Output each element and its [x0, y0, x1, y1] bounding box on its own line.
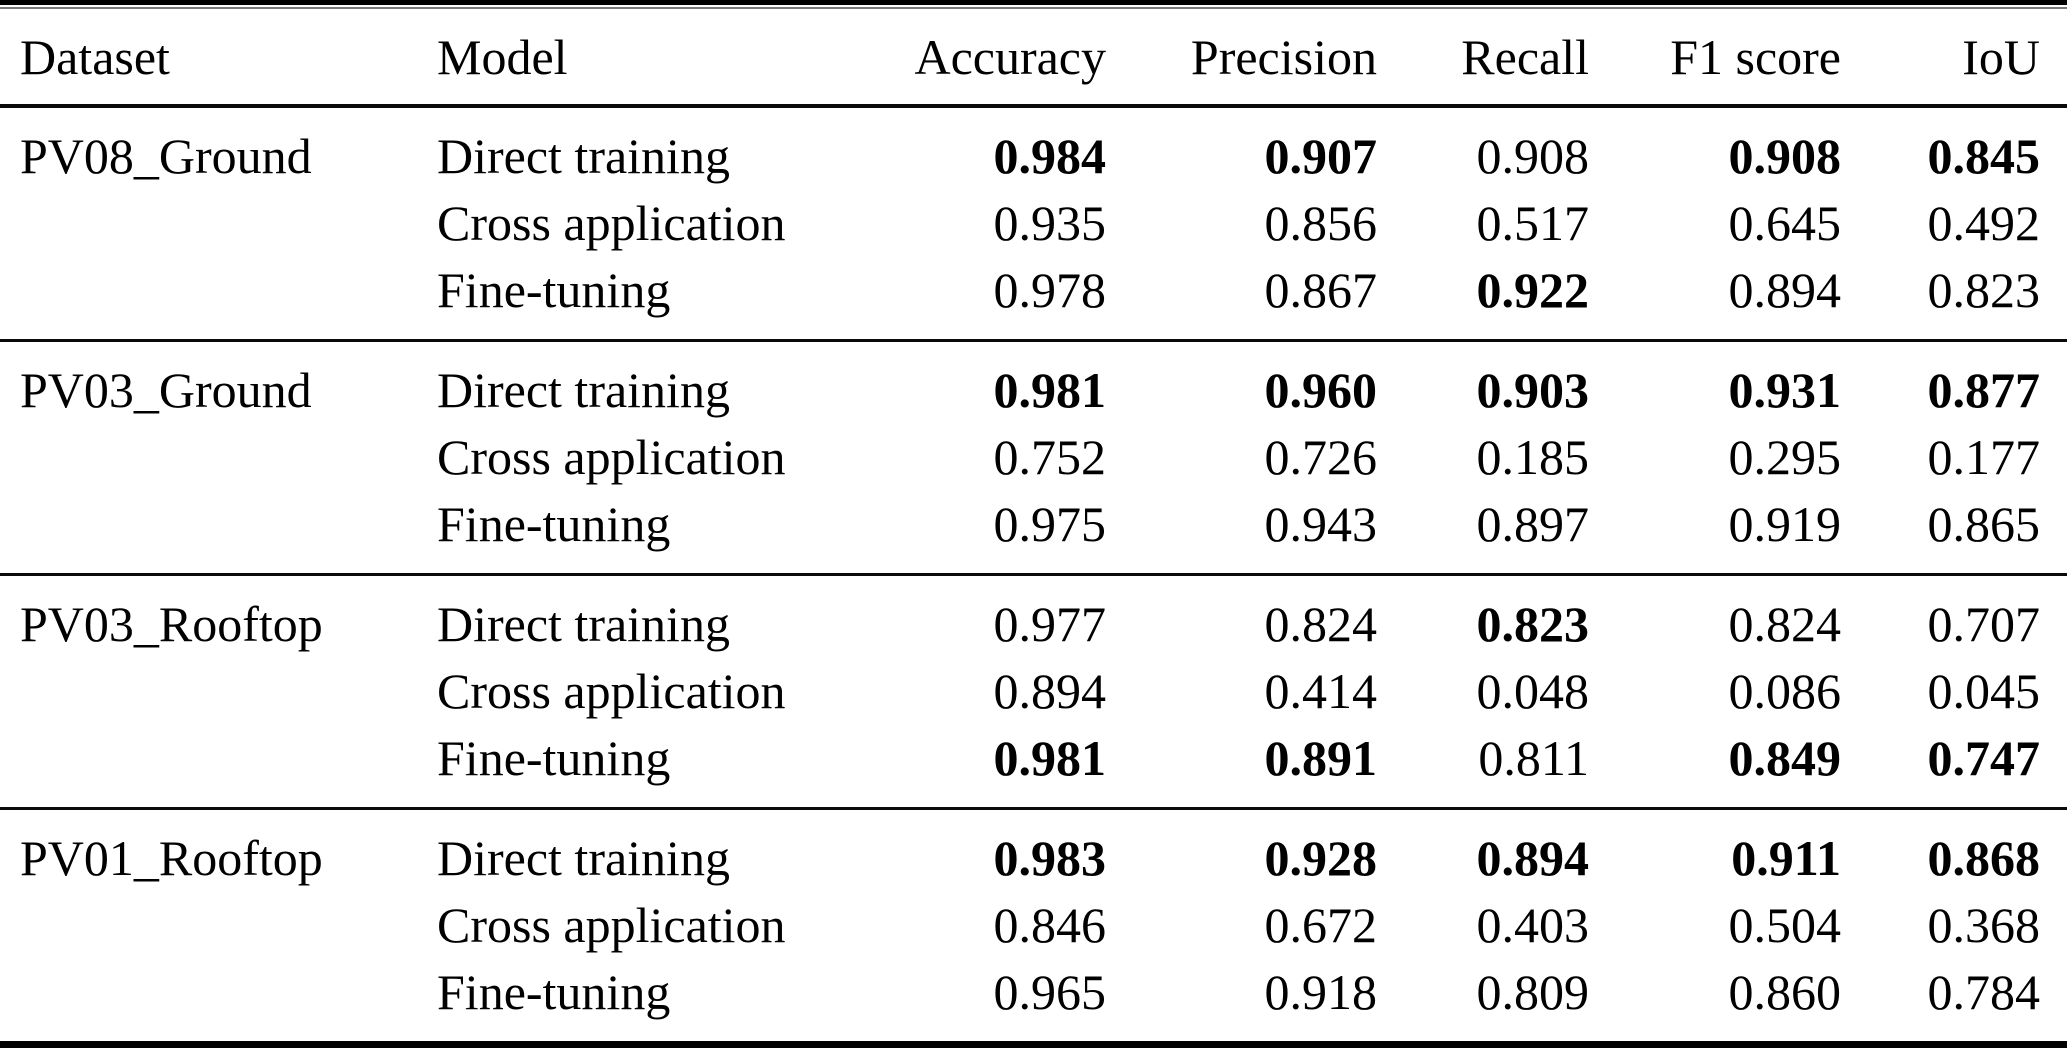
- metric-cell-precision: 0.726: [1264, 429, 1378, 485]
- metric-cell-recall: 0.823: [1476, 596, 1590, 652]
- metric-cell-precision: 0.672: [1264, 897, 1378, 953]
- model-cell: Cross application: [437, 195, 786, 251]
- metric-cell-f1-score: 0.295: [1728, 429, 1842, 485]
- model-cell: Fine-tuning: [437, 496, 671, 552]
- metric-cell-precision: 0.856: [1264, 195, 1378, 251]
- metric-cell-iou: 0.177: [1927, 429, 2041, 485]
- metric-cell-f1-score: 0.911: [1731, 830, 1841, 886]
- metric-cell-iou: 0.877: [1927, 362, 2041, 418]
- model-cell: Cross application: [437, 897, 786, 953]
- metric-cell-accuracy: 0.752: [993, 429, 1107, 485]
- model-cell: Direct training: [437, 128, 730, 184]
- metric-cell-precision: 0.907: [1264, 128, 1378, 184]
- section-separator-rule: [0, 339, 2067, 342]
- col-header-dataset: Dataset: [20, 28, 170, 85]
- metric-cell-accuracy: 0.978: [993, 262, 1107, 318]
- table-top-rule-thin: [0, 7, 2067, 9]
- metric-cell-iou: 0.823: [1927, 262, 2041, 318]
- metric-cell-recall: 0.897: [1476, 496, 1590, 552]
- metric-cell-recall: 0.811: [1478, 730, 1589, 786]
- model-cell: Fine-tuning: [437, 964, 671, 1020]
- metric-cell-precision: 0.867: [1264, 262, 1378, 318]
- metric-cell-f1-score: 0.919: [1728, 496, 1842, 552]
- col-header-iou: IoU: [1962, 28, 2040, 85]
- metric-cell-iou: 0.368: [1927, 897, 2041, 953]
- section-pv03-rooftop: PV03_Rooftop Direct training 0.977 0.824 0.8…: [0, 576, 2067, 807]
- col-header-model: Model: [437, 28, 568, 85]
- metric-cell-accuracy: 0.965: [993, 964, 1107, 1020]
- metric-cell-recall: 0.922: [1476, 262, 1590, 318]
- model-cell: Cross application: [437, 663, 786, 719]
- metric-cell-iou: 0.045: [1927, 663, 2041, 719]
- model-cell: Direct training: [437, 830, 730, 886]
- section-pv03-ground: PV03_Ground Direct training 0.981 0.960 0.90…: [0, 342, 2067, 573]
- table-bottom-rule: [0, 1041, 2067, 1048]
- metric-cell-accuracy: 0.846: [993, 897, 1107, 953]
- metric-cell-accuracy: 0.977: [993, 596, 1107, 652]
- col-header-f1-score: F1 score: [1670, 28, 1841, 85]
- metric-cell-recall: 0.903: [1476, 362, 1590, 418]
- metric-cell-recall: 0.517: [1476, 195, 1590, 251]
- section-separator-rule: [0, 807, 2067, 810]
- header-row: Dataset Model Accuracy Precision Recall F1 sc…: [0, 9, 2067, 104]
- metric-cell-f1-score: 0.504: [1728, 897, 1842, 953]
- model-cell: Fine-tuning: [437, 730, 671, 786]
- header-separator-rule: [0, 104, 2067, 108]
- metric-cell-precision: 0.943: [1264, 496, 1378, 552]
- dataset-cell: PV03_Rooftop: [20, 596, 323, 652]
- dataset-cell: PV03_Ground: [20, 362, 312, 418]
- metric-cell-f1-score: 0.645: [1728, 195, 1842, 251]
- metric-cell-f1-score: 0.860: [1728, 964, 1842, 1020]
- metric-cell-recall: 0.809: [1476, 964, 1590, 1020]
- metric-cell-f1-score: 0.086: [1728, 663, 1842, 719]
- metric-cell-iou: 0.707: [1927, 596, 2041, 652]
- metric-cell-f1-score: 0.894: [1728, 262, 1842, 318]
- metric-cell-iou: 0.784: [1927, 964, 2041, 1020]
- metric-cell-f1-score: 0.931: [1728, 362, 1842, 418]
- model-cell: Direct training: [437, 596, 730, 652]
- dataset-cell: PV01_Rooftop: [20, 830, 323, 886]
- metric-cell-accuracy: 0.981: [993, 730, 1107, 786]
- col-header-precision: Precision: [1190, 28, 1377, 85]
- metric-cell-accuracy: 0.984: [993, 128, 1107, 184]
- model-cell: Fine-tuning: [437, 262, 671, 318]
- metric-cell-iou: 0.865: [1927, 496, 2041, 552]
- metric-cell-recall: 0.185: [1476, 429, 1590, 485]
- model-cell: Direct training: [437, 362, 730, 418]
- metric-cell-accuracy: 0.894: [993, 663, 1107, 719]
- metric-cell-iou: 0.747: [1927, 730, 2041, 786]
- metric-cell-precision: 0.414: [1264, 663, 1378, 719]
- metric-cell-recall: 0.894: [1476, 830, 1590, 886]
- metric-cell-accuracy: 0.975: [993, 496, 1107, 552]
- table-top-rule-thick: [0, 0, 2067, 5]
- metric-cell-accuracy: 0.983: [993, 830, 1107, 886]
- metric-cell-recall: 0.403: [1476, 897, 1590, 953]
- model-cell: Cross application: [437, 429, 786, 485]
- metric-cell-precision: 0.824: [1264, 596, 1378, 652]
- section-separator-rule: [0, 573, 2067, 576]
- metric-cell-accuracy: 0.935: [993, 195, 1107, 251]
- metric-cell-precision: 0.960: [1264, 362, 1378, 418]
- section-pv01-rooftop: PV01_Rooftop Direct training 0.983 0.928 0.8…: [0, 810, 2067, 1041]
- metric-cell-accuracy: 0.981: [993, 362, 1107, 418]
- metric-cell-f1-score: 0.824: [1728, 596, 1842, 652]
- metric-cell-f1-score: 0.849: [1728, 730, 1842, 786]
- table-top-rule-gap: [0, 5, 2067, 7]
- metric-cell-f1-score: 0.908: [1728, 128, 1842, 184]
- metric-cell-precision: 0.928: [1264, 830, 1378, 886]
- metric-cell-iou: 0.868: [1927, 830, 2041, 886]
- section-pv08-ground: PV08_Ground Direct training 0.984 0.907 0.90…: [0, 108, 2067, 339]
- col-header-accuracy: Accuracy: [914, 28, 1106, 85]
- metric-cell-precision: 0.891: [1264, 730, 1378, 786]
- metric-cell-recall: 0.908: [1476, 128, 1590, 184]
- col-header-recall: Recall: [1461, 28, 1589, 85]
- dataset-cell: PV08_Ground: [20, 128, 312, 184]
- metric-cell-precision: 0.918: [1264, 964, 1378, 1020]
- metric-cell-iou: 0.845: [1927, 128, 2041, 184]
- metric-cell-recall: 0.048: [1476, 663, 1590, 719]
- metric-cell-iou: 0.492: [1927, 195, 2041, 251]
